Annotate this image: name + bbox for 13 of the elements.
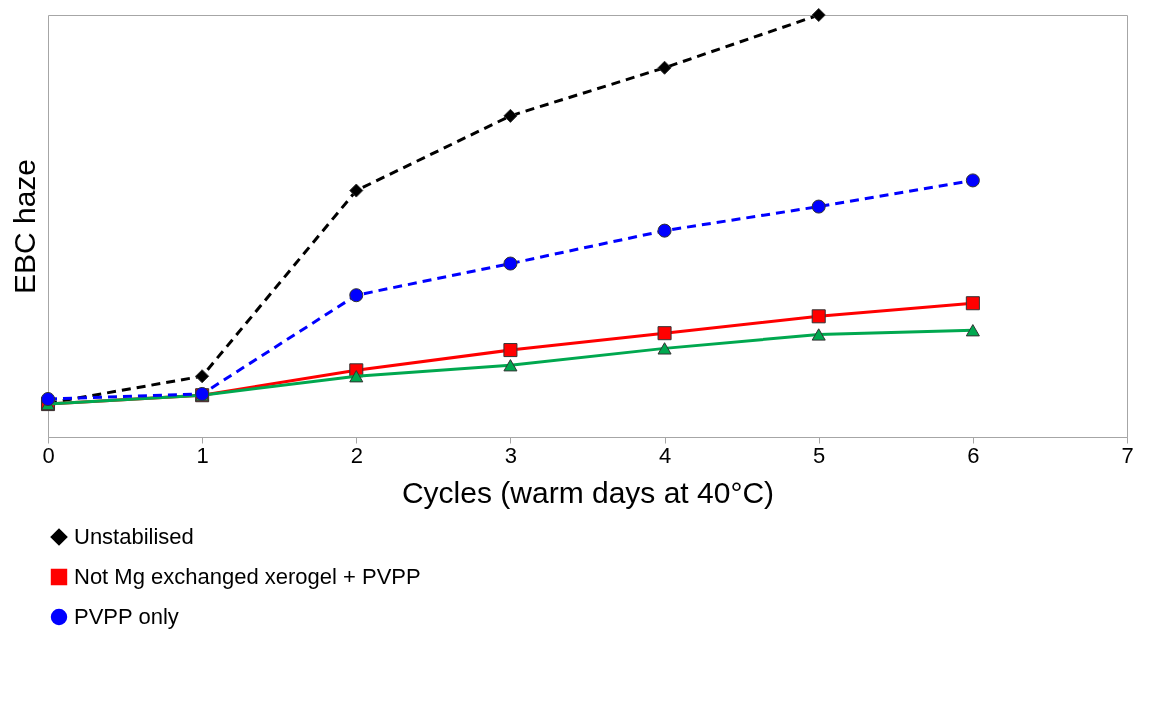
legend-label: Not Mg exchanged xerogel + PVPP bbox=[74, 564, 421, 589]
y-axis-title: EBC haze bbox=[7, 158, 41, 295]
x-tick-label: 1 bbox=[196, 442, 209, 468]
x-tick-label: 7 bbox=[1121, 442, 1134, 468]
legend-label: PVPP only bbox=[74, 604, 179, 629]
x-tick-label: 0 bbox=[42, 442, 55, 468]
x-tick-label: 4 bbox=[658, 442, 672, 468]
x-tick-label: 3 bbox=[504, 442, 518, 468]
x-tick-label: 2 bbox=[350, 442, 363, 468]
x-tick-label: 6 bbox=[967, 442, 980, 468]
legend-label: Unstabilised bbox=[74, 524, 194, 549]
x-axis-title: Cycles (warm days at 40°C) bbox=[401, 475, 775, 509]
x-tick-label: 5 bbox=[813, 442, 826, 468]
